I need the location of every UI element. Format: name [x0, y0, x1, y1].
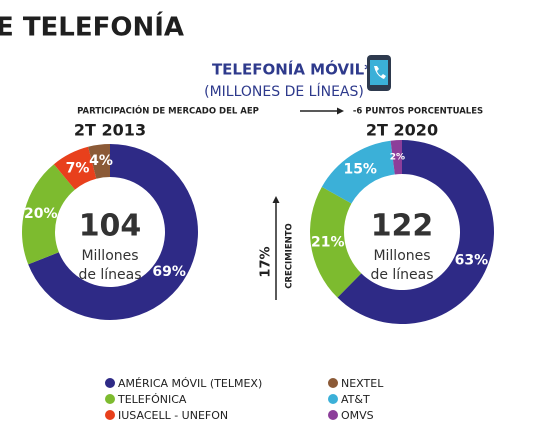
legend-marker	[105, 394, 115, 404]
legend-marker	[105, 378, 115, 388]
donut-segment	[390, 140, 402, 175]
note-right: -6 PUNTOS PORCENTUALES	[353, 107, 483, 117]
growth-arrow	[272, 196, 280, 300]
donut-segment	[53, 146, 97, 190]
data-label: 21%	[311, 234, 345, 250]
center-value: 122	[371, 209, 434, 244]
donut-segment	[309, 186, 362, 298]
subtitle: (MILLONES DE LÍNEAS)	[204, 83, 364, 100]
center-label: de líneas	[370, 267, 433, 283]
legend-label: NEXTEL	[341, 377, 384, 390]
legend-marker	[328, 394, 338, 404]
data-label: 7%	[66, 160, 90, 176]
note-left: PARTICIPACIÓN DE MERCADO DEL AEP	[77, 105, 259, 117]
center-value: 104	[79, 209, 142, 244]
legend-marker	[328, 378, 338, 388]
legend-label: TELEFÓNICA	[117, 393, 187, 406]
data-label: 2%	[390, 153, 405, 163]
donut-segment	[88, 144, 110, 179]
title: TELEFONÍA MÓVIL*	[212, 60, 372, 79]
data-label: 20%	[24, 206, 58, 222]
growth-label: CRECIMIENTO	[285, 223, 295, 289]
center-label: Millones	[81, 248, 138, 264]
data-label: 63%	[455, 252, 489, 268]
center-label: Millones	[373, 248, 430, 264]
arrow	[300, 107, 344, 115]
legend-label: OMVS	[341, 409, 374, 422]
chart-title: 2T 2013	[74, 121, 146, 140]
donut-segment	[337, 140, 495, 324]
legend-label: IUSACELL - UNEFON	[118, 409, 228, 422]
data-label: 4%	[89, 153, 113, 169]
donut-segment	[321, 140, 395, 204]
legend-marker	[328, 410, 338, 420]
phone-icon	[367, 55, 391, 91]
legend-marker	[105, 410, 115, 420]
data-label: 15%	[343, 162, 377, 178]
donut-segment	[28, 144, 198, 321]
legend-label: AT&T	[341, 393, 370, 406]
donut-segment	[21, 164, 75, 265]
data-label: 69%	[152, 264, 186, 280]
center-label: de líneas	[78, 267, 141, 283]
growth-value: 17%	[259, 246, 274, 277]
header: E TELEFONÍA	[0, 11, 184, 43]
chart-title: 2T 2020	[366, 121, 438, 140]
legend-label: AMÉRICA MÓVIL (TELMEX)	[118, 377, 262, 390]
